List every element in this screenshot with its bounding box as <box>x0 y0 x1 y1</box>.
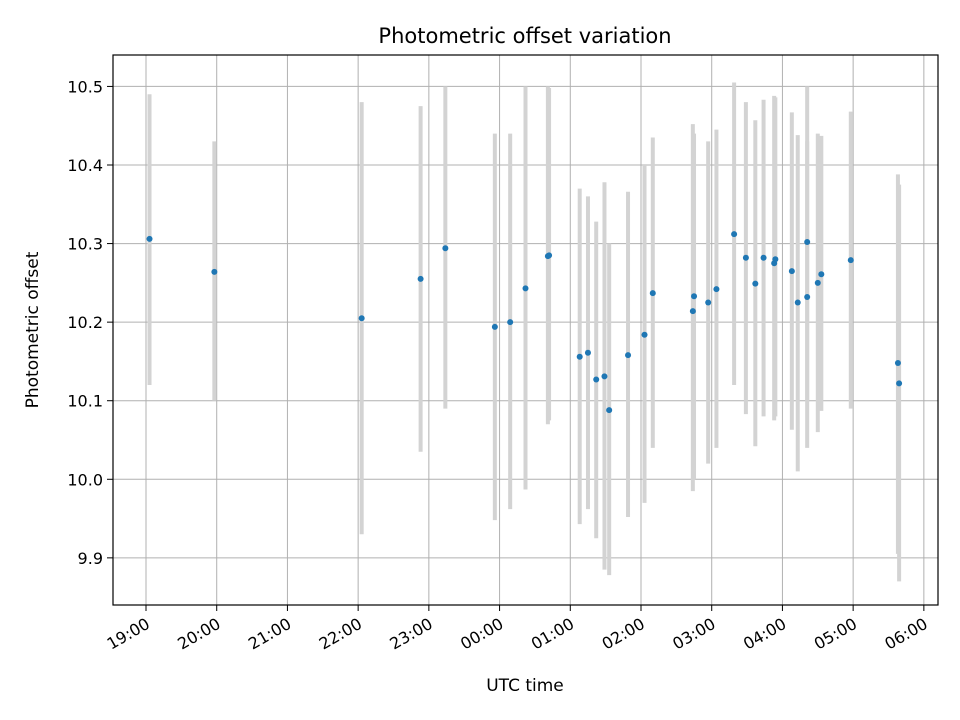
x-tick-label: 00:00 <box>457 614 506 654</box>
data-point <box>752 280 759 287</box>
x-tick-label: 23:00 <box>386 614 435 654</box>
data-point <box>788 268 795 275</box>
x-tick-label: 03:00 <box>669 614 718 654</box>
data-point <box>894 360 901 366</box>
data-point <box>804 239 811 245</box>
x-axis-ticks: 19:00 20:00 21:00 22:00 23:00 00:00 01:00 02:00… <box>104 605 931 654</box>
data-point <box>593 376 600 383</box>
y-axis-ticks: 9.9 10.0 10.1 10.2 10.3 10.4 10.5 <box>67 77 113 568</box>
x-tick-label: 05:00 <box>811 614 860 654</box>
data-point <box>847 257 854 264</box>
data-point <box>804 294 811 300</box>
x-axis-label: UTC time <box>486 676 564 696</box>
x-tick-label: 06:00 <box>881 614 930 654</box>
data-point <box>576 353 583 360</box>
data-points <box>146 231 903 414</box>
data-point <box>522 285 529 292</box>
data-point <box>507 319 514 326</box>
y-axis-label: Photometric offset <box>23 251 43 408</box>
data-point <box>760 254 767 261</box>
data-point <box>491 323 498 330</box>
data-point <box>794 299 801 306</box>
y-tick-label: 10.3 <box>67 235 103 254</box>
data-point <box>442 245 449 252</box>
data-point <box>818 271 825 278</box>
y-tick-label: 10.2 <box>67 313 103 332</box>
data-point <box>625 352 632 359</box>
x-tick-label: 19:00 <box>104 614 153 654</box>
x-tick-label: 02:00 <box>599 614 648 654</box>
y-tick-label: 10.1 <box>67 392 103 411</box>
data-point <box>896 380 903 387</box>
data-point <box>601 373 608 380</box>
data-point <box>641 331 648 338</box>
data-point <box>772 256 779 263</box>
y-tick-label: 10.0 <box>67 470 103 489</box>
y-tick-label: 9.9 <box>78 549 103 568</box>
y-tick-label: 10.4 <box>67 156 103 175</box>
data-point <box>742 254 749 261</box>
data-point <box>705 299 712 306</box>
data-point <box>584 349 591 356</box>
data-point <box>211 268 218 275</box>
x-tick-label: 20:00 <box>174 614 223 654</box>
data-point <box>358 315 365 322</box>
data-point <box>731 231 738 238</box>
chart-title: Photometric offset variation <box>378 24 671 48</box>
data-point <box>546 252 553 259</box>
x-tick-label: 21:00 <box>245 614 294 654</box>
data-point <box>691 293 698 300</box>
x-tick-label: 22:00 <box>316 614 365 654</box>
error-bars <box>147 82 902 582</box>
data-point <box>417 275 424 282</box>
data-point <box>689 308 696 315</box>
data-point <box>814 279 821 286</box>
plot-frame <box>112 54 939 606</box>
y-tick-label: 10.5 <box>67 77 103 96</box>
data-point <box>146 235 153 242</box>
data-point <box>649 290 656 297</box>
x-tick-label: 01:00 <box>528 614 577 654</box>
x-tick-label: 04:00 <box>740 614 789 654</box>
data-point <box>606 407 613 414</box>
data-point <box>713 286 720 293</box>
